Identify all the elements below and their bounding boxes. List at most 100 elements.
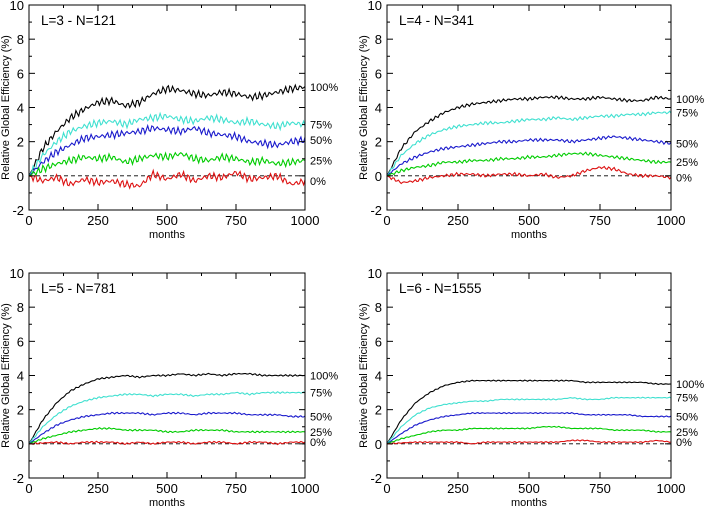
series-line-25pct	[386, 151, 672, 177]
chart-panel-1: 100%75%50%25%0%0 250 500 750 1000-20246810L=…	[0, 0, 338, 241]
y-axis-title: Relative Global Efficiency (%)	[358, 303, 370, 448]
x-tick-label: 250	[447, 213, 469, 228]
x-tick-label: 1000	[657, 213, 686, 228]
series-label-50pct: 50%	[310, 412, 332, 424]
x-tick-label: 1000	[291, 213, 320, 228]
series-label-25pct: 25%	[310, 155, 332, 167]
series-line-50pct	[386, 135, 672, 177]
x-tick-label: 1000	[291, 481, 320, 496]
x-axis-title: months	[511, 497, 548, 509]
series-label-100pct: 100%	[676, 94, 704, 106]
y-tick-label: -2	[370, 203, 382, 218]
x-tick-label: 750	[225, 213, 247, 228]
series-line-25pct	[28, 427, 306, 445]
y-tick-label: 4	[375, 101, 382, 116]
y-tick-label: 4	[17, 101, 24, 116]
y-tick-label: 10	[368, 0, 382, 13]
y-tick-label: 6	[375, 66, 382, 81]
x-tick-label: 250	[87, 213, 109, 228]
y-tick-label: 2	[17, 135, 24, 150]
series-line-50pct	[28, 411, 306, 445]
y-tick-label: 0	[375, 437, 382, 452]
y-tick-label: 2	[17, 403, 24, 418]
y-axis-title: Relative Global Efficiency (%)	[0, 35, 12, 180]
y-tick-label: -2	[12, 203, 24, 218]
plot-frame	[28, 4, 306, 211]
series-label-75pct: 75%	[676, 108, 698, 120]
y-tick-label: 2	[375, 135, 382, 150]
y-tick-label: 8	[17, 32, 24, 47]
series-line-100pct	[386, 379, 672, 445]
x-tick-label: 0	[383, 213, 390, 228]
x-tick-label: 250	[447, 481, 469, 496]
y-axis-title: Relative Global Efficiency (%)	[0, 303, 12, 448]
x-axis-title: months	[149, 497, 186, 509]
series-label-100pct: 100%	[310, 371, 338, 383]
y-tick-label: 0	[17, 437, 24, 452]
series-line-100pct	[386, 95, 672, 177]
x-tick-label: 750	[225, 481, 247, 496]
y-tick-label: 2	[375, 403, 382, 418]
series-line-0pct	[386, 165, 672, 185]
x-tick-label: 750	[589, 213, 611, 228]
series-line-25pct	[28, 151, 306, 177]
y-tick-label: 10	[368, 266, 382, 281]
x-tick-label: 1000	[657, 481, 686, 496]
series-line-75pct	[386, 396, 672, 445]
series-label-50pct: 50%	[310, 135, 332, 147]
y-tick-label: 0	[375, 169, 382, 184]
series-line-100pct	[28, 372, 306, 445]
series-label-75pct: 75%	[310, 120, 332, 132]
series-line-0pct	[28, 440, 306, 446]
series-label-0pct: 0%	[676, 173, 692, 185]
series-label-50pct: 50%	[676, 412, 698, 424]
series-line-50pct	[386, 411, 672, 445]
series-label-0pct: 0%	[676, 437, 692, 449]
series-line-75pct	[386, 110, 672, 177]
x-axis-title: months	[149, 229, 186, 241]
x-tick-label: 250	[87, 481, 109, 496]
y-tick-label: 10	[10, 266, 24, 281]
series-label-0pct: 0%	[310, 176, 326, 188]
series-line-75pct	[28, 111, 306, 177]
plot-frame	[386, 4, 672, 211]
y-tick-label: -2	[12, 471, 24, 486]
y-tick-label: 6	[375, 334, 382, 349]
series-label-25pct: 25%	[676, 157, 698, 169]
x-tick-label: 750	[589, 481, 611, 496]
y-axis-title: Relative Global Efficiency (%)	[358, 35, 370, 180]
x-tick-label: 0	[383, 481, 390, 496]
y-tick-label: 4	[375, 369, 382, 384]
y-tick-label: 10	[10, 0, 24, 13]
series-line-0pct	[28, 168, 306, 190]
chart-panel-3: 100%75%50%25%0%0 250 500 750 1000-20246810L=…	[0, 266, 338, 509]
series-label-100pct: 100%	[310, 82, 338, 94]
y-tick-label: 6	[17, 66, 24, 81]
y-tick-label: 8	[375, 300, 382, 315]
panel-title: L=6 - N=1555	[399, 281, 482, 296]
x-tick-label: 0	[25, 213, 32, 228]
series-label-100pct: 100%	[676, 379, 704, 391]
x-tick-label: 0	[25, 481, 32, 496]
panel-title: L=4 - N=341	[399, 13, 474, 28]
series-label-50pct: 50%	[676, 138, 698, 150]
x-tick-label: 500	[518, 481, 540, 496]
series-line-100pct	[28, 83, 306, 177]
series-label-0pct: 0%	[310, 437, 326, 449]
panel-title: L=5 - N=781	[41, 281, 116, 296]
y-tick-label: 8	[375, 32, 382, 47]
series-label-75pct: 75%	[676, 393, 698, 405]
x-tick-label: 500	[518, 213, 540, 228]
chart-panel-2: 100%75%50%25%0%0 250 500 750 1000-20246810L=…	[358, 0, 704, 241]
y-tick-label: 8	[17, 300, 24, 315]
series-label-25pct: 25%	[310, 427, 332, 439]
x-tick-label: 500	[156, 213, 178, 228]
series-line-25pct	[386, 425, 672, 445]
series-label-25pct: 25%	[676, 427, 698, 439]
chart-panel-4: 100%75%50%25%0%0 250 500 750 1000-20246810L=…	[358, 266, 704, 509]
series-line-50pct	[28, 123, 306, 177]
x-tick-label: 500	[156, 481, 178, 496]
x-axis-title: months	[511, 229, 548, 241]
y-tick-label: 4	[17, 369, 24, 384]
y-tick-label: 6	[17, 334, 24, 349]
